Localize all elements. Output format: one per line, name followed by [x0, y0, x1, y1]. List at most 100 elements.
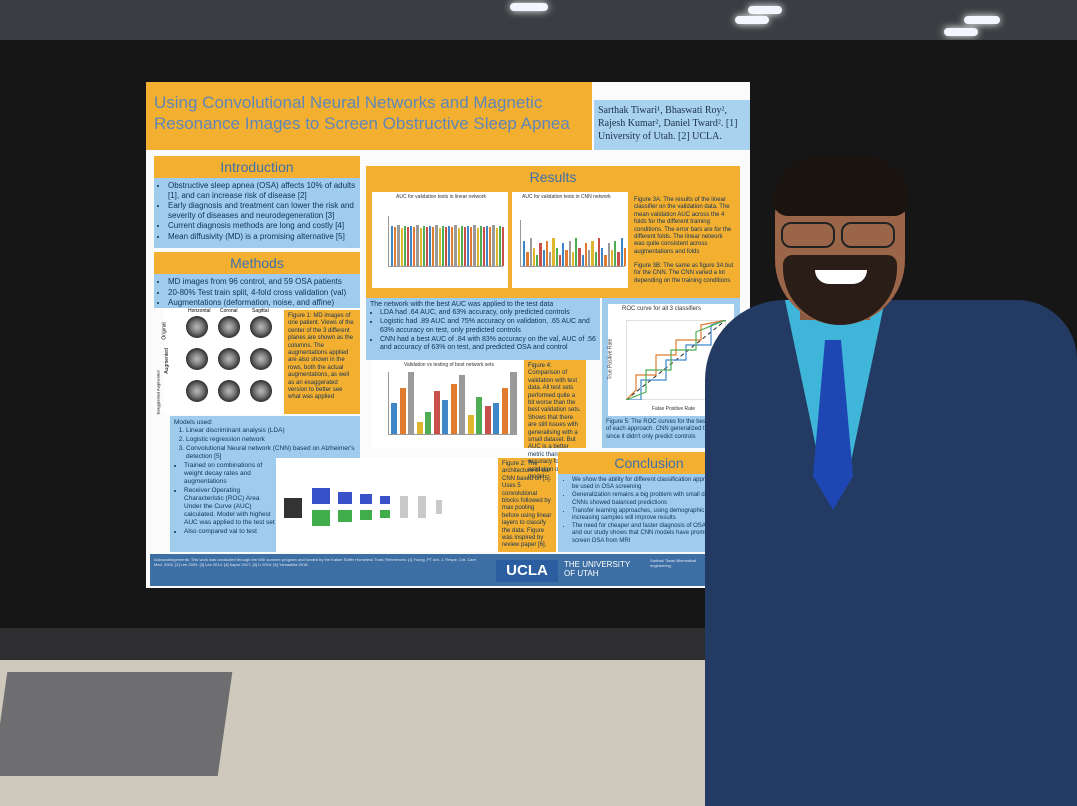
row-label: Exaggerated Augmented [155, 370, 161, 415]
poster-authors: Sarthak Tiwari¹, Bhaswati Roy², Rajesh K… [594, 100, 750, 150]
intro-heading: Introduction [154, 156, 360, 178]
figure1-caption: Figure 1: MD images of one patient. View… [284, 310, 360, 414]
ceiling-light [748, 6, 782, 14]
view-label: Horizontal [188, 308, 211, 314]
poster-title: Using Convolutional Neural Networks and … [154, 93, 570, 133]
plot-bar [489, 227, 492, 266]
plot-bar [493, 403, 500, 434]
mri-image [250, 348, 272, 370]
poster-title-banner: Using Convolutional Neural Networks and … [146, 82, 592, 150]
mri-image [250, 316, 272, 338]
mri-image [186, 348, 208, 370]
hair [773, 156, 909, 216]
plot-bar [391, 403, 398, 434]
results-heading: Results [366, 166, 740, 188]
presenter-person [705, 156, 1077, 806]
plot-bar [451, 227, 454, 266]
plot-bar [588, 249, 591, 266]
glasses-lens [781, 222, 835, 248]
plot-bar [408, 372, 415, 434]
plot-bar [604, 254, 607, 266]
plot-4-area [388, 372, 517, 435]
plot-bar [429, 226, 432, 266]
model-item: Linear discriminant analysis (LDA) [186, 427, 356, 435]
cnn-block [284, 498, 302, 518]
plot-bar [620, 238, 623, 266]
view-label: Sagittal [252, 308, 269, 314]
plot-bar [545, 240, 549, 266]
plot-bar [607, 243, 610, 266]
ceiling-light [964, 16, 1000, 24]
plot-bar [419, 228, 422, 266]
plot-bar [435, 225, 438, 266]
floor-mat [0, 672, 233, 776]
cnn-block [418, 496, 426, 518]
plot-bar [578, 247, 581, 266]
mri-image [218, 380, 240, 402]
plot-bar [571, 252, 575, 266]
plot-bar [597, 238, 601, 266]
plot-bar [495, 228, 498, 266]
plot-bar [575, 238, 578, 266]
mri-image [186, 316, 208, 338]
figure3a-caption: Figure 3A: The results of the linear cla… [630, 194, 738, 260]
cnn-block [436, 500, 442, 514]
plot-3a: AUC for validation tests in linear netwo… [372, 192, 508, 288]
plot-bar [416, 421, 423, 434]
plot-bar [433, 390, 440, 434]
models-intro: Models used: [174, 419, 213, 426]
plot-bar [467, 226, 470, 266]
plot-bar [558, 254, 562, 266]
test-results-box: The network with the best AUC was applie… [366, 298, 600, 360]
plot-bar [492, 225, 495, 266]
roc-title: ROC curve for all 3 classifiers [622, 306, 702, 312]
plot-bar [584, 243, 588, 266]
plot-bar [450, 384, 457, 434]
plot-bar [467, 415, 474, 434]
cnn-block [312, 510, 330, 526]
plot-bar [581, 254, 584, 266]
plot-bar [460, 226, 463, 266]
cnn-block [360, 494, 372, 504]
plot-bar [486, 226, 489, 266]
plot-bar [555, 247, 558, 266]
conclusion-heading: Conclusion [558, 452, 740, 474]
poster-footer: Acknowledgements: This work was conducte… [150, 554, 746, 586]
figure3b-caption: Figure 3B: The same as figure 3A but for… [630, 260, 738, 294]
roc-xlabel: False Positive Rate [652, 406, 696, 412]
plot-bar [601, 247, 604, 266]
plot-bar [610, 249, 614, 266]
plot-bar [501, 387, 509, 434]
plot-bar [532, 247, 536, 266]
cnn-block [338, 492, 352, 504]
acknowledgements: Acknowledgements: This work was conducte… [154, 557, 476, 567]
conclusion-bullet: We show the ability for different classi… [572, 477, 736, 491]
methods-bullet: Augmentations (deformation, noise, and a… [168, 298, 356, 308]
plot-bar [406, 226, 410, 266]
methods-box: MD images from 96 control, and 59 OSA pa… [154, 274, 360, 308]
plot-3b: AUC for validation tests in CNN network [512, 192, 628, 288]
figure1-mri-grid: Horizontal Coronal Sagittal Original Aug… [156, 308, 282, 415]
plot-bar [536, 254, 539, 266]
test-bullet: LDA had .64 AUC, and 63% accuracy, only … [380, 309, 596, 317]
plot-bar [441, 226, 444, 266]
figure4-caption: Figure 4: Comparison of validation with … [524, 360, 586, 480]
ucla-logo: UCLA [496, 560, 558, 582]
roc-ylabel: True Positive Rate [607, 338, 614, 380]
test-intro: The network with the best AUC was applie… [370, 301, 554, 308]
plot-4-title: Validation vs testing of best network se… [404, 362, 494, 368]
conclusion-bullet: Generalization remains a big problem wit… [572, 492, 736, 506]
plot-bar [529, 238, 532, 266]
presenter-label: Sarthak Tiwari Biomedical engineering [650, 558, 697, 568]
ceiling-light [944, 28, 978, 36]
plot-bar [526, 252, 529, 266]
plot-3b-bars [520, 220, 627, 267]
intro-bullet: Current diagnosis methods are long and c… [168, 221, 356, 231]
glasses [777, 222, 897, 248]
cnn-block [380, 510, 390, 518]
plot-bar [403, 226, 406, 266]
plot-bar [473, 225, 476, 266]
plot-bar [498, 226, 501, 266]
roc-curves [626, 320, 726, 400]
conclusion-bullet: Transfer learning approaches, using demo… [572, 508, 736, 522]
